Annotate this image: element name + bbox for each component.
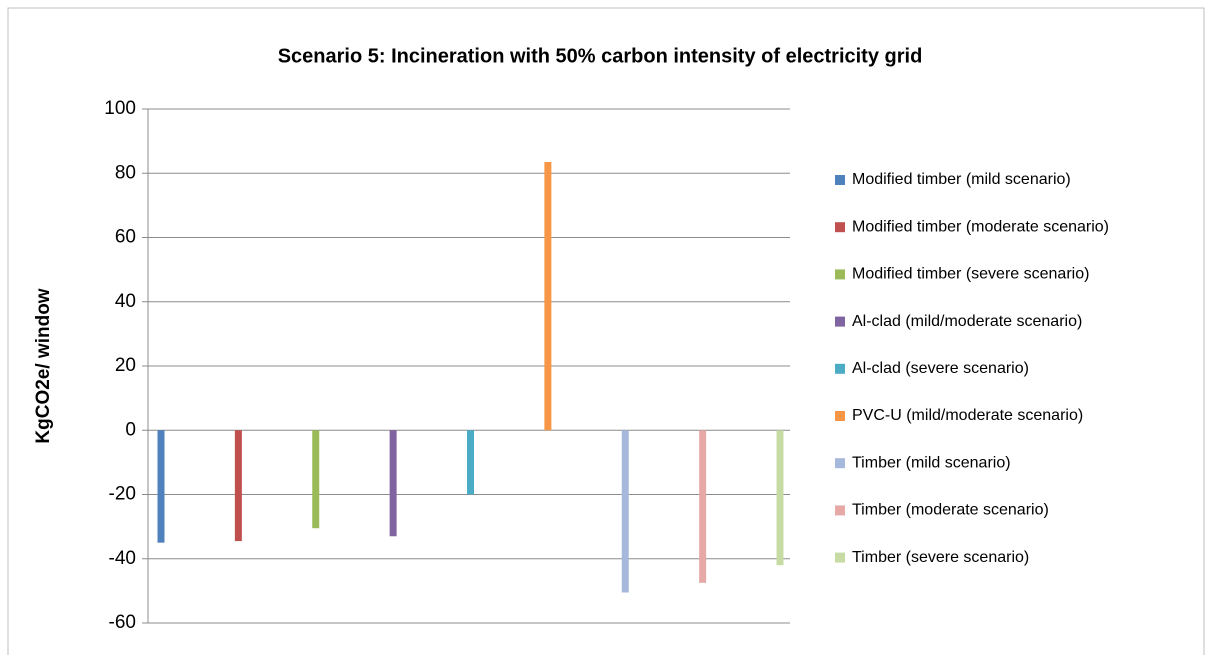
legend-label: Modified timber (moderate scenario) — [852, 218, 1109, 235]
legend-label: Al-clad (mild/moderate scenario) — [852, 313, 1082, 330]
y-tick-label: -20 — [109, 484, 136, 505]
legend-label: Timber (severe scenario) — [852, 549, 1029, 566]
y-tick-label: 0 — [125, 419, 136, 440]
chart-title: Scenario 5: Incineration with 50% carbon… — [278, 45, 923, 67]
legend-swatch — [835, 458, 845, 469]
bar — [544, 162, 552, 431]
legend-label: PVC-U (mild/moderate scenario) — [852, 407, 1083, 424]
y-tick-label: -60 — [109, 612, 136, 633]
bar — [621, 430, 629, 593]
bar — [157, 430, 165, 543]
y-tick-label: -40 — [109, 548, 136, 569]
bar — [389, 430, 397, 537]
legend-swatch — [835, 222, 845, 233]
y-tick-label: 40 — [115, 291, 136, 312]
legend-label: Timber (mild scenario) — [852, 454, 1011, 471]
y-tick-label: 100 — [104, 98, 136, 119]
legend-swatch — [835, 316, 845, 327]
y-tick-label: 20 — [115, 355, 136, 376]
bar — [467, 430, 474, 495]
legend-label: Modified timber (severe scenario) — [852, 266, 1089, 283]
legend-swatch — [835, 269, 845, 280]
legend-label: Timber (moderate scenario) — [852, 502, 1049, 519]
bar — [312, 430, 320, 529]
bar — [234, 430, 242, 542]
legend-label: Modified timber (mild scenario) — [852, 171, 1071, 188]
y-tick-label: 80 — [115, 162, 136, 183]
y-tick-label: 60 — [115, 227, 136, 248]
legend-swatch — [835, 175, 845, 185]
legend-swatch — [835, 552, 845, 563]
bar — [699, 430, 707, 583]
legend-label: Al-clad (severe scenario) — [852, 360, 1029, 377]
bar — [776, 430, 784, 566]
legend-swatch — [835, 505, 845, 516]
y-axis-label: KgCO2e/ window — [33, 288, 54, 443]
legend-swatch — [835, 411, 845, 421]
legend-swatch — [835, 363, 845, 374]
chart-border — [7, 7, 1205, 655]
